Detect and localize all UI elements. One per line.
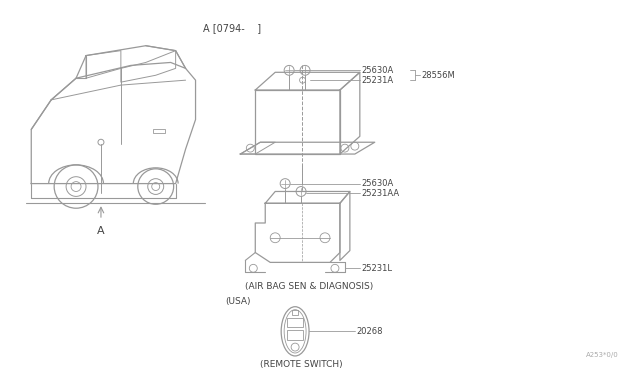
Text: 25231L: 25231L <box>362 264 393 273</box>
Text: 25630A: 25630A <box>362 179 394 188</box>
Text: 25231A: 25231A <box>362 76 394 85</box>
Text: 20268: 20268 <box>357 327 383 336</box>
Text: (AIR BAG SEN & DIAGNOSIS): (AIR BAG SEN & DIAGNOSIS) <box>245 282 374 291</box>
Text: 25231AA: 25231AA <box>362 189 400 198</box>
Bar <box>287 318 303 327</box>
Text: 28556M: 28556M <box>422 71 455 80</box>
Bar <box>153 129 164 134</box>
Text: A253*0/0: A253*0/0 <box>586 352 619 358</box>
Bar <box>255 90 340 154</box>
Bar <box>292 310 298 315</box>
Text: 25630A: 25630A <box>362 66 394 75</box>
Text: (USA): (USA) <box>225 297 251 306</box>
Text: A: A <box>97 226 105 236</box>
Bar <box>287 330 303 340</box>
Text: (REMOTE SWITCH): (REMOTE SWITCH) <box>260 360 343 369</box>
Text: A [0794-    ]: A [0794- ] <box>202 23 260 33</box>
